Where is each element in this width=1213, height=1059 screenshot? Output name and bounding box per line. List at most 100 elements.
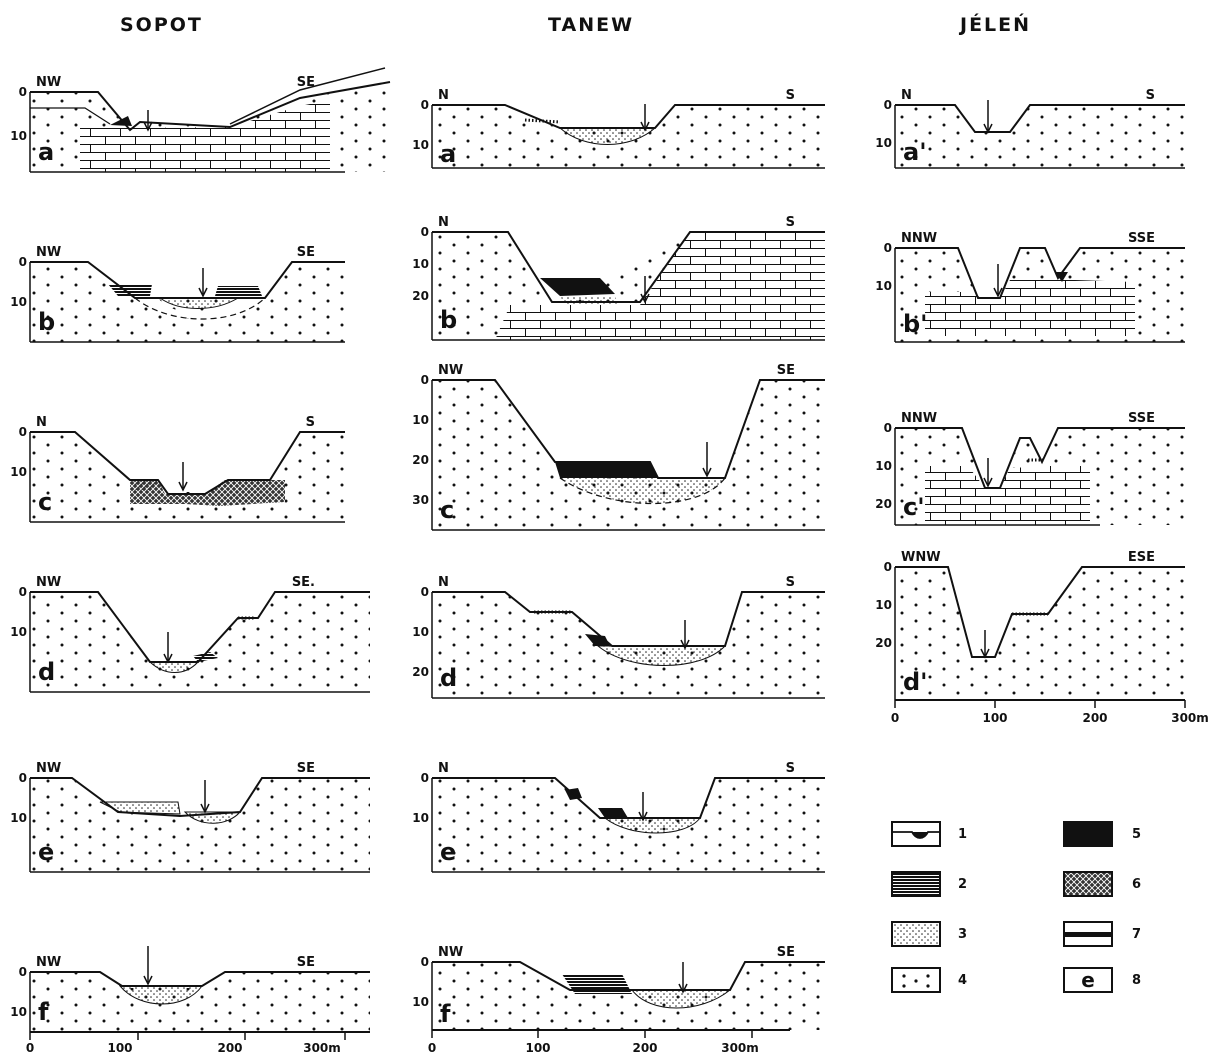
section-letter: f [38,998,49,1026]
section-tanew-f [432,961,825,1031]
section-sopot-d [30,591,370,693]
direction-left-label: NW [438,363,463,378]
section-sopot-b [30,261,345,343]
scale-tick-label: 300m [1171,711,1209,725]
legend: e 1 2 3 4 5 6 7 8 [891,821,1141,993]
column-title-tanew: TANEW [548,14,635,36]
direction-left-label: NW [36,761,61,776]
section-letter: a [440,140,456,168]
section-letter: b' [903,310,928,338]
scale-tick-label: 0 [891,711,899,725]
legend-item-8: e [1063,967,1113,993]
section-jelen-a [895,100,1185,169]
legend-item-1 [891,821,941,847]
direction-right-label: ESE [1128,550,1155,565]
section-letter: b [38,308,55,336]
direction-left-label: NNW [901,231,937,246]
depth-tick-label: 20 [875,636,892,650]
depth-tick-label: 0 [421,955,429,969]
direction-right-label: SE [777,363,795,378]
section-letter: d [38,658,55,686]
direction-right-label: SE [297,75,315,90]
depth-tick-label: 10 [10,811,27,825]
depth-tick-label: 0 [19,425,27,439]
direction-right-label: SE. [292,575,315,590]
direction-right-label: SSE [1128,411,1155,426]
section-letter: f [440,1000,451,1028]
depth-tick-label: 0 [884,560,892,574]
scale-tick-label: 300m [303,1041,341,1055]
direction-left-label: NW [36,75,61,90]
depth-tick-label: 0 [19,585,27,599]
legend-number: 6 [1132,877,1141,892]
direction-left-label: N [438,761,449,776]
section-letter: d [440,664,457,692]
direction-right-label: S [306,415,315,430]
direction-left-label: N [901,88,912,103]
section-letter: e [38,838,54,866]
section-tanew-b [432,231,825,341]
column-title-jelen: JÉLEŃ [960,14,1032,36]
scale-bar-ticks [29,700,1186,1040]
legend-number: 7 [1132,927,1141,942]
scale-tick-label: 200 [632,1041,657,1055]
direction-left-label: N [438,88,449,103]
depth-tick-label: 10 [412,811,429,825]
direction-right-label: SE [297,955,315,970]
depth-tick-label: 0 [421,373,429,387]
direction-left-label: NNW [901,411,937,426]
section-sopot-a [30,67,391,173]
section-tanew-c [432,379,825,531]
section-letter: b [440,306,457,334]
direction-left-label: NW [36,955,61,970]
section-sopot-f [30,946,370,1033]
depth-tick-label: 10 [875,459,892,473]
column-title-sopot: SOPOT [120,14,203,36]
legend-number: 1 [958,827,967,842]
depth-tick-label: 10 [412,138,429,152]
direction-right-label: SE [297,761,315,776]
depth-tick-label: 10 [412,257,429,271]
section-jelen-b [895,247,1185,343]
legend-item-7 [1063,921,1113,947]
direction-left-label: N [438,575,449,590]
depth-tick-label: 0 [19,965,27,979]
section-jelen-c [895,427,1185,526]
depth-tick-label: 10 [10,1005,27,1019]
depth-tick-label: 10 [10,625,27,639]
depth-tick-label: 10 [10,465,27,479]
direction-right-label: S [786,88,795,103]
legend-item-2 [891,871,941,897]
scale-tick-label: 0 [428,1041,436,1055]
section-tanew-a [432,104,825,169]
depth-tick-label: 20 [412,289,429,303]
depth-tick-label: 10 [412,625,429,639]
depth-tick-label: 0 [421,225,429,239]
depth-tick-label: 10 [875,598,892,612]
depth-tick-label: 0 [19,771,27,785]
legend-number: 8 [1132,973,1141,988]
direction-right-label: SE [297,245,315,260]
section-tanew-e [432,777,825,873]
scale-tick-label: 200 [1082,711,1107,725]
direction-left-label: N [36,415,47,430]
scale-tick-label: 200 [217,1041,242,1055]
depth-axes [29,92,896,1032]
legend-item-6 [1063,871,1113,897]
legend-numbers: 1 2 3 4 5 6 7 8 [958,827,1141,988]
depth-tick-label: 0 [421,98,429,112]
depth-tick-label: 0 [19,85,27,99]
section-letter: a [38,138,54,166]
scale-tick-label: 300m [721,1041,759,1055]
section-letter: c [440,496,454,524]
section-jelen-d [895,566,1185,701]
scale-tick-label: 100 [525,1041,550,1055]
direction-right-label: SE [777,945,795,960]
section-letter: c [38,488,52,516]
section-letter: d' [903,668,928,696]
depth-tick-label: 0 [884,241,892,255]
depth-tick-label: 0 [884,98,892,112]
depth-tick-label: 20 [412,665,429,679]
depth-tick-label: 10 [875,136,892,150]
